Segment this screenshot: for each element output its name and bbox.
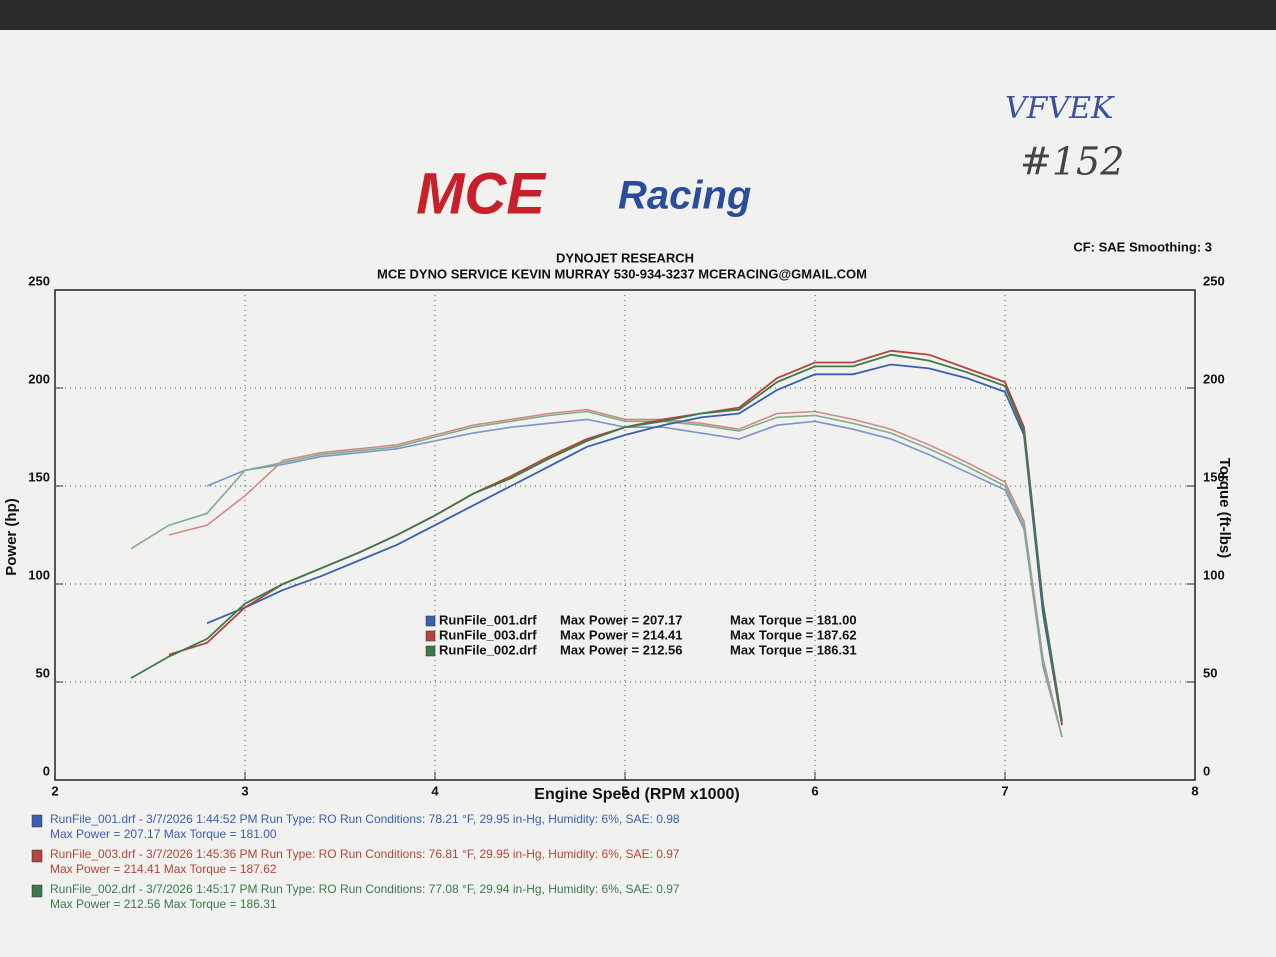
run-info: RunFile_002.drf - 3/7/2026 1:45:17 PM Ru… (50, 882, 680, 896)
y2-tick-label: 50 (1203, 665, 1217, 680)
legend-max-power: Max Power = 212.56 (560, 642, 683, 657)
legend-max-power: Max Power = 207.17 (560, 612, 683, 627)
paper (0, 30, 1276, 957)
y-tick-label: 250 (28, 273, 50, 288)
y-tick-label: 200 (28, 371, 50, 386)
x-axis-title: Engine Speed (RPM x1000) (534, 786, 739, 803)
x-tick-label: 2 (51, 783, 58, 798)
legend-label: RunFile_003.drf (439, 627, 537, 642)
torque-line (130, 410, 1063, 738)
legend-label: RunFile_001.drf (439, 612, 537, 627)
torque-line (168, 408, 1063, 738)
legend-max-torque: Max Torque = 181.00 (730, 612, 857, 627)
run-info: RunFile_001.drf - 3/7/2026 1:44:52 PM Ru… (50, 812, 680, 826)
run-swatch (31, 849, 43, 863)
run-max: Max Power = 214.41 Max Torque = 187.62 (50, 862, 277, 876)
y-tick-label: 0 (43, 763, 50, 778)
chart-title: DYNOJET RESEARCH (556, 250, 694, 265)
y-tick-label: 100 (28, 567, 50, 582)
handwritten-note: #152 (1020, 140, 1124, 184)
torque-line (206, 418, 1063, 738)
x-tick-label: 7 (1001, 783, 1008, 798)
power-line (206, 363, 1063, 726)
x-tick-label: 4 (431, 783, 439, 798)
y2-tick-label: 100 (1203, 567, 1225, 582)
y2-tick-label: 0 (1203, 763, 1210, 778)
x-tick-label: 8 (1191, 783, 1198, 798)
logo-mce: MCE (416, 161, 547, 226)
x-tick-label: 3 (241, 783, 248, 798)
x-tick-label: 6 (811, 783, 818, 798)
power-line (130, 353, 1063, 722)
legend-label: RunFile_002.drf (439, 642, 537, 657)
background (0, 0, 1276, 30)
legend-swatch (425, 645, 436, 657)
y2-axis-title: Torque (ft-lbs) (1216, 458, 1233, 559)
y-axis-title: Power (hp) (3, 498, 20, 576)
legend-max-power: Max Power = 214.41 (560, 627, 683, 642)
run-swatch (31, 884, 43, 898)
run-swatch (31, 814, 43, 828)
legend-swatch (425, 615, 436, 627)
y2-tick-label: 200 (1203, 371, 1225, 386)
y2-tick-label: 150 (1203, 469, 1225, 484)
run-max: Max Power = 207.17 Max Torque = 181.00 (50, 827, 277, 841)
run-info: RunFile_003.drf - 3/7/2026 1:45:36 PM Ru… (50, 847, 680, 861)
legend-swatch (425, 630, 436, 642)
settings-note: CF: SAE Smoothing: 3 (1073, 239, 1212, 254)
chart-subtitle: MCE DYNO SERVICE KEVIN MURRAY 530-934-32… (377, 266, 867, 281)
run-max: Max Power = 212.56 Max Torque = 186.31 (50, 897, 277, 911)
legend-max-torque: Max Torque = 187.62 (730, 627, 857, 642)
handwritten-note: VFVEK (1005, 91, 1115, 126)
y-tick-label: 150 (28, 469, 50, 484)
y-tick-label: 50 (36, 665, 50, 680)
logo-racing: Racing (618, 174, 751, 218)
y2-tick-label: 250 (1203, 273, 1225, 288)
x-tick-label: 5 (621, 783, 628, 798)
legend-max-torque: Max Torque = 186.31 (730, 642, 857, 657)
